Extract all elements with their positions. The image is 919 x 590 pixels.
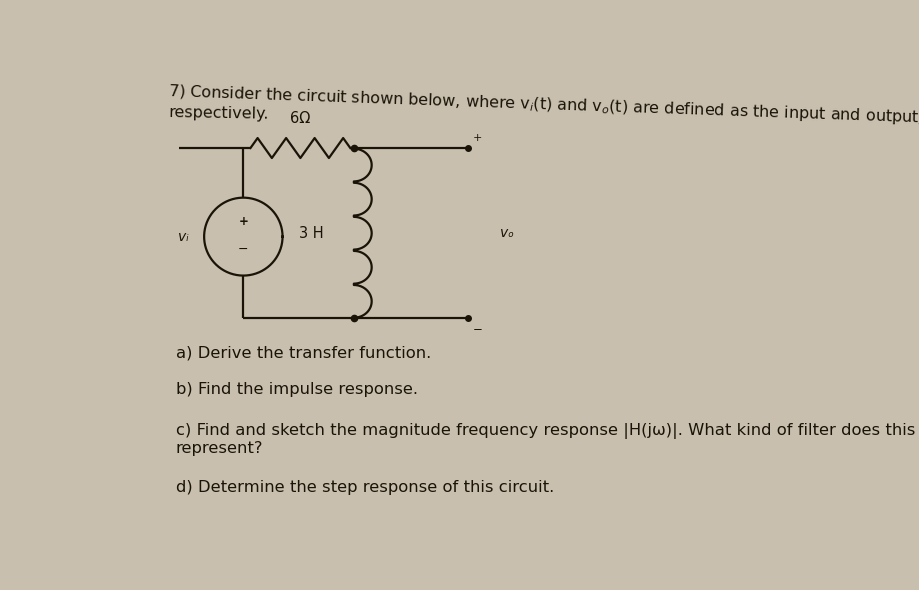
Text: vᵢ: vᵢ	[177, 230, 188, 244]
Text: respectively.: respectively.	[168, 105, 268, 122]
Text: 6Ω: 6Ω	[289, 112, 311, 126]
Text: b) Find the impulse response.: b) Find the impulse response.	[176, 382, 417, 397]
Text: −: −	[472, 323, 482, 336]
Text: 7) Consider the circuit shown below, where v$_i$(t) and v$_o$(t) are defined as : 7) Consider the circuit shown below, whe…	[168, 82, 919, 127]
Text: +: +	[238, 215, 248, 228]
Text: +: +	[472, 133, 482, 143]
Text: vₒ: vₒ	[500, 226, 514, 240]
Text: d) Determine the step response of this circuit.: d) Determine the step response of this c…	[176, 480, 553, 494]
Text: a) Derive the transfer function.: a) Derive the transfer function.	[176, 346, 430, 360]
Text: 3 H: 3 H	[299, 226, 323, 241]
Text: c) Find and sketch the magnitude frequency response |H(jω)|. What kind of filter: c) Find and sketch the magnitude frequen…	[176, 423, 919, 456]
Text: −: −	[238, 242, 248, 255]
